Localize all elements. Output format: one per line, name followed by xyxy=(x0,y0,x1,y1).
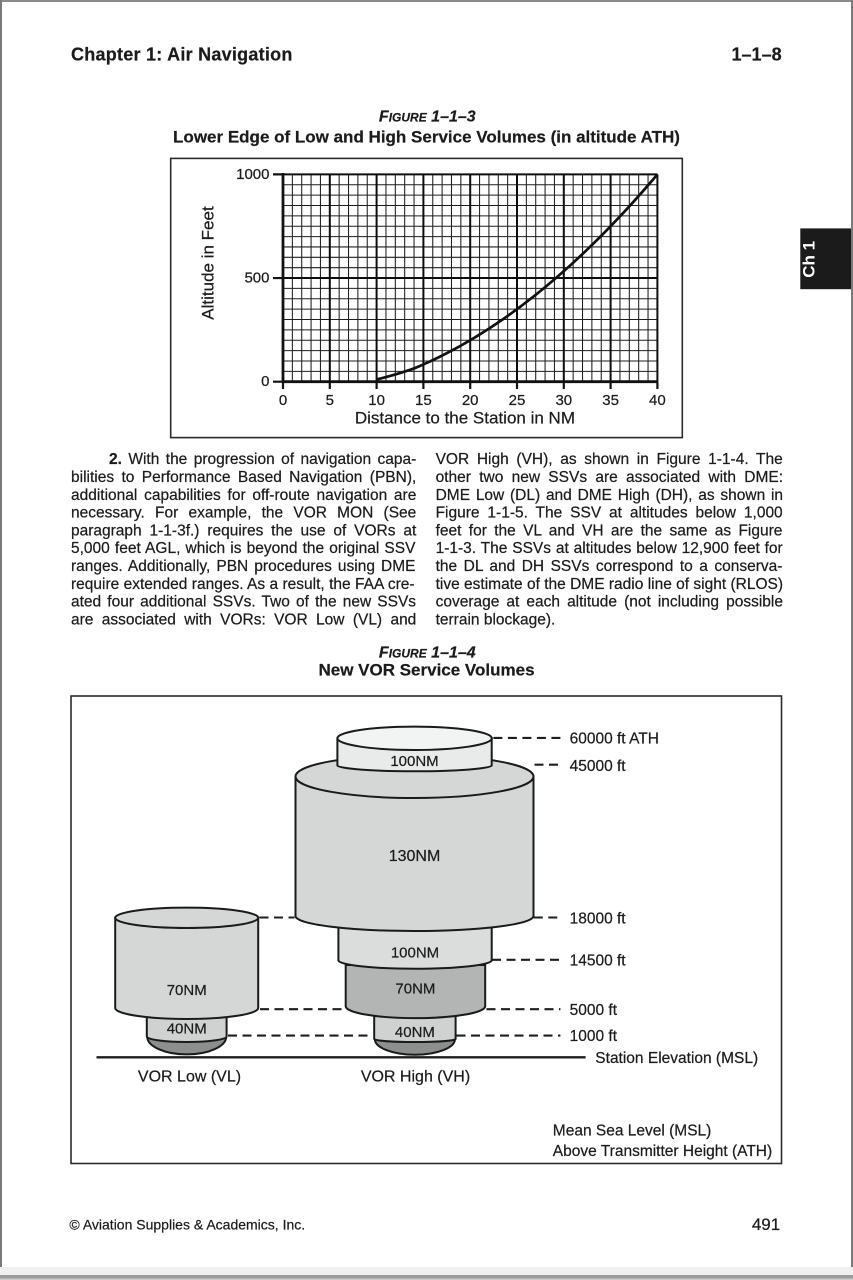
svg-text:are associated with VORs: VOR: are associated with VORs: VOR Low (VL) a… xyxy=(71,611,416,628)
svg-text:5,000 feet AGL, which is beyon: 5,000 feet AGL, which is beyond the orig… xyxy=(71,540,416,557)
svg-text:Distance to the Station in NM: Distance to the Station in NM xyxy=(355,409,575,428)
svg-text:other two new SSVs are associa: other two new SSVs are associated with D… xyxy=(436,469,783,486)
svg-text:Altitude in Feet: Altitude in Feet xyxy=(199,206,218,320)
svg-text:VOR High (VH), as shown in Fig: VOR High (VH), as shown in Figure 1-1-4.… xyxy=(436,451,783,468)
svg-text:20: 20 xyxy=(462,392,479,409)
svg-text:70NM: 70NM xyxy=(167,982,207,999)
svg-text:the DL and DH SSVs correspond: the DL and DH SSVs correspond to a conse… xyxy=(436,558,783,575)
svg-text:Ch 1: Ch 1 xyxy=(800,241,819,278)
svg-text:coverage at each altitude (not: coverage at each altitude (not including… xyxy=(436,594,783,611)
svg-text:VOR Low (VL): VOR Low (VL) xyxy=(138,1069,241,1086)
svg-text:© Aviation Supplies & Academic: © Aviation Supplies & Academics, Inc. xyxy=(69,1217,305,1233)
svg-text:feet for the VL and VH are the: feet for the VL and VH are the same as F… xyxy=(436,522,783,539)
svg-text:60000 ft ATH: 60000 ft ATH xyxy=(570,730,659,747)
svg-text:1000 ft: 1000 ft xyxy=(570,1028,618,1045)
svg-text:100NM: 100NM xyxy=(391,944,439,961)
svg-text:1000: 1000 xyxy=(236,166,269,183)
svg-text:DME Low (DL) and DME High (DH): DME Low (DL) and DME High (DH), as shown… xyxy=(436,487,783,504)
svg-text:14500 ft: 14500 ft xyxy=(570,953,627,970)
svg-text:35: 35 xyxy=(602,392,619,409)
svg-text:Lower Edge of Low and High Ser: Lower Edge of Low and High Service Volum… xyxy=(173,128,680,147)
svg-text:bilities to Performance Based: bilities to Performance Based Navigation… xyxy=(71,469,416,486)
svg-text:25: 25 xyxy=(509,392,526,409)
svg-text:Chapter 1: Air Navigation: Chapter 1: Air Navigation xyxy=(71,45,293,65)
svg-text:FIGURE 1–1–4: FIGURE 1–1–4 xyxy=(379,644,476,661)
svg-text:5: 5 xyxy=(326,392,334,409)
svg-text:require extended ranges. As a: require extended ranges. As a result, th… xyxy=(71,576,415,593)
svg-text:15: 15 xyxy=(415,392,432,409)
svg-text:tive estimate of the DME radio: tive estimate of the DME radio line of s… xyxy=(436,576,783,593)
svg-text:ranges. Additionally, PBN proc: ranges. Additionally, PBN procedures usi… xyxy=(71,558,415,575)
svg-text:VOR High (VH): VOR High (VH) xyxy=(361,1069,470,1086)
svg-text:2. With the progression of nav: 2. With the progression of navigation ca… xyxy=(109,451,416,468)
svg-text:500: 500 xyxy=(244,270,269,287)
svg-text:491: 491 xyxy=(752,1215,780,1234)
svg-text:1-1-3. The SSVs at altitudes b: 1-1-3. The SSVs at altitudes below 12,90… xyxy=(436,540,783,557)
svg-text:100NM: 100NM xyxy=(390,753,438,770)
svg-text:40NM: 40NM xyxy=(167,1021,207,1038)
svg-text:130NM: 130NM xyxy=(389,848,441,865)
svg-text:70NM: 70NM xyxy=(395,980,435,997)
svg-text:paragraph 1-1-3f.) requires th: paragraph 1-1-3f.) requires the use of V… xyxy=(71,522,417,539)
svg-text:30: 30 xyxy=(555,392,572,409)
svg-text:Mean Sea Level (MSL): Mean Sea Level (MSL) xyxy=(553,1123,712,1140)
svg-text:40NM: 40NM xyxy=(395,1024,435,1041)
svg-text:ated four additional SSVs. Two: ated four additional SSVs. Two of the ne… xyxy=(71,594,416,611)
svg-text:5000 ft: 5000 ft xyxy=(570,1002,618,1019)
svg-text:0: 0 xyxy=(261,373,269,390)
svg-text:terrain blockage).: terrain blockage). xyxy=(436,611,556,628)
svg-text:0: 0 xyxy=(279,392,287,409)
svg-text:Station Elevation (MSL): Station Elevation (MSL) xyxy=(595,1050,758,1067)
svg-text:1–1–8: 1–1–8 xyxy=(732,45,782,65)
svg-text:Above Transmitter Height (ATH): Above Transmitter Height (ATH) xyxy=(553,1143,772,1160)
svg-text:additional capabilities for of: additional capabilities for off-route na… xyxy=(71,487,416,504)
svg-text:18000 ft: 18000 ft xyxy=(570,911,627,928)
svg-text:necessary. For example, the VO: necessary. For example, the VOR MON (See xyxy=(71,505,416,522)
svg-text:New VOR Service Volumes: New VOR Service Volumes xyxy=(318,661,534,680)
svg-text:40: 40 xyxy=(649,392,666,409)
svg-text:Figure 1-1-5. The SSV at altit: Figure 1-1-5. The SSV at altitudes below… xyxy=(436,505,783,522)
svg-text:45000 ft: 45000 ft xyxy=(570,758,627,775)
svg-text:10: 10 xyxy=(368,392,385,409)
svg-text:FIGURE 1–1–3: FIGURE 1–1–3 xyxy=(379,108,476,125)
